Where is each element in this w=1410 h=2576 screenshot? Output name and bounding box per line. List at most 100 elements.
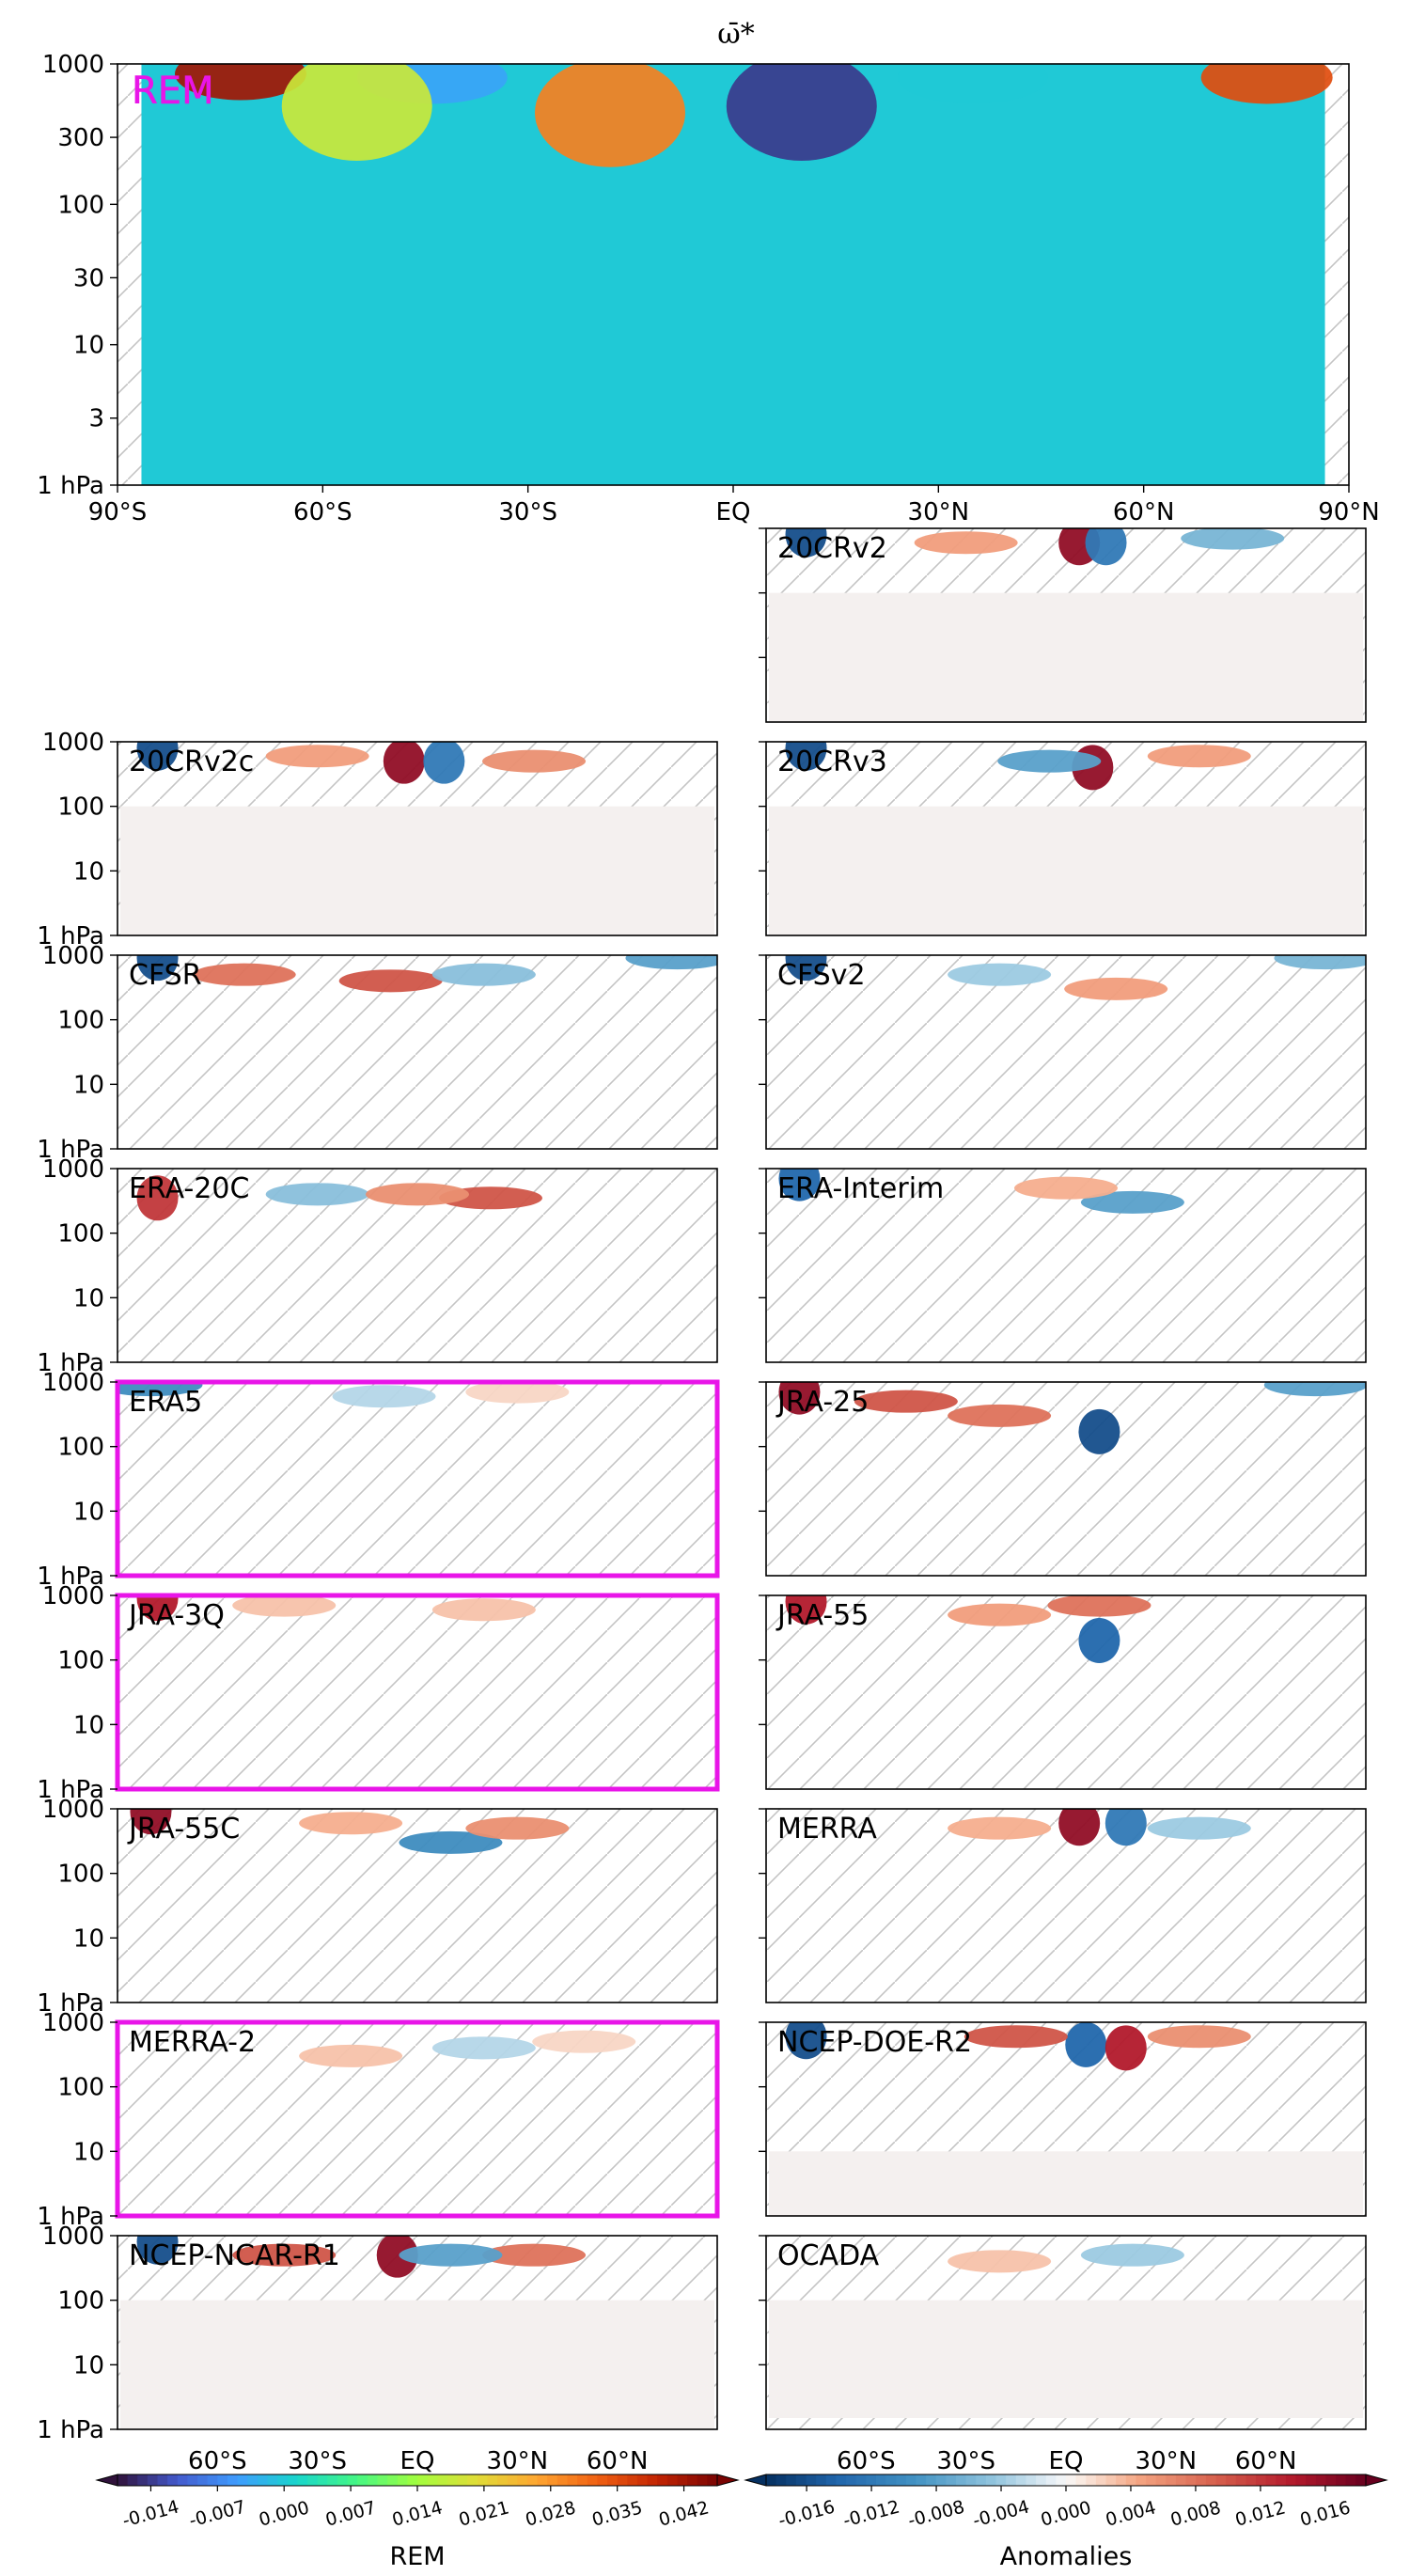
anomaly-feature	[232, 1595, 337, 1617]
anomaly-feature	[136, 742, 179, 771]
y-tick-label: 10	[73, 1924, 104, 1953]
panel-20crv2: 20CRv2	[759, 527, 1367, 723]
hatch-missing	[766, 1382, 1366, 1576]
colorbar-segment	[1105, 2474, 1117, 2486]
y-tick-label: 1000	[42, 1155, 104, 1184]
anomaly-feature	[482, 749, 587, 773]
colorbar-segment	[417, 2474, 429, 2486]
colorbar-segment	[666, 2474, 679, 2486]
colorbar-segment	[556, 2474, 569, 2486]
colorbar-segment	[1175, 2474, 1187, 2486]
anomaly-feature	[1104, 2025, 1147, 2071]
anomaly-feature	[948, 963, 1052, 986]
colorbar-segment	[307, 2474, 319, 2486]
panel-field	[766, 1809, 1366, 2003]
colorbar-segment	[317, 2474, 328, 2486]
colorbar-segment	[1086, 2474, 1097, 2486]
panel-label: CFSv2	[777, 959, 866, 992]
panel-merra: MERRA	[759, 1808, 1367, 2003]
anomaly-feature	[1147, 1816, 1251, 1840]
colorbar-segment	[1116, 2474, 1127, 2486]
figure-title: ω̄*	[717, 18, 754, 51]
panel-20crv2c: 20CRv2c 1 hPa 10 100 1000	[37, 729, 718, 950]
bottom-x-tick-label: EQ	[1049, 2447, 1084, 2475]
anomaly-feature	[265, 745, 369, 768]
colorbar-segment	[587, 2474, 598, 2486]
y-tick-label: 1 hPa	[37, 472, 104, 500]
colorbar-segment	[1066, 2474, 1077, 2486]
colorbar-tick-label: 0.000	[1039, 2497, 1093, 2530]
anomaly-feature	[1181, 528, 1285, 550]
rem-feature	[175, 64, 306, 101]
colorbar-segment	[467, 2474, 478, 2486]
colorbar-tick-label: -0.014	[120, 2496, 181, 2531]
y-tick-label: 100	[57, 2287, 104, 2316]
hatch-missing	[766, 1169, 1366, 1362]
anomaly-feature	[948, 1603, 1052, 1626]
panel-label: OCADA	[777, 2239, 880, 2272]
colorbar-segment	[636, 2474, 649, 2486]
y-tick-label: 1000	[42, 1369, 104, 1397]
panel-frame	[115, 2019, 720, 2219]
colorbar-segment	[397, 2474, 408, 2486]
panel-ocada: OCADA	[759, 2235, 1367, 2430]
colorbar-segment	[197, 2474, 209, 2486]
rem-feature	[726, 64, 877, 161]
x-tick-label: 30°S	[498, 498, 557, 526]
colorbar-segment	[347, 2474, 358, 2486]
y-tick-label: 100	[57, 1647, 104, 1675]
bottom-x-tick-label: 30°S	[936, 2447, 995, 2475]
anomaly-feature	[399, 1830, 503, 1854]
colorbar-segment	[437, 2474, 448, 2486]
y-tick-label: 100	[57, 1220, 104, 1249]
anomaly-feature	[1047, 1595, 1152, 1617]
panel-field	[118, 1382, 717, 1576]
anomaly-feature	[423, 742, 465, 784]
anomaly-feature	[465, 1382, 570, 1404]
y-tick-label: 1000	[42, 942, 104, 970]
colorbar-tick-label: 0.007	[323, 2497, 378, 2530]
colorbar-segment	[935, 2474, 947, 2486]
colorbar-segment	[257, 2474, 269, 2486]
colorbar-segment	[647, 2474, 658, 2486]
colorbar-segment	[985, 2474, 997, 2486]
colorbars-layer: -0.014 -0.007 0.000 0.007 0.014 0.021 0.028 0.0…	[95, 2474, 1388, 2571]
y-tick-label: 1000	[42, 1796, 104, 1824]
colorbar-tick-label: 0.000	[257, 2497, 311, 2530]
panel-frame	[765, 527, 1367, 723]
panel-label: 20CRv2c	[129, 746, 254, 778]
y-tick-label: 1 hPa	[37, 2203, 104, 2231]
y-tick-label: 300	[57, 124, 104, 152]
colorbar-segment	[1166, 2474, 1177, 2486]
colorbar-segment	[866, 2474, 877, 2486]
panel-cfsv2: CFSv2	[759, 954, 1367, 1150]
panel-frame	[765, 1381, 1367, 1577]
x-tick-label: EQ	[716, 498, 751, 526]
colorbar-segment	[1045, 2474, 1057, 2486]
colorbar-segment	[825, 2474, 838, 2486]
panel-era5: ERA5 1 hPa 10 100 1000	[37, 1369, 720, 1591]
colorbar-segment	[517, 2474, 528, 2486]
panel-field	[118, 1595, 717, 1789]
colorbar-tick-label: 0.035	[590, 2497, 645, 2530]
y-tick-label: 1 hPa	[37, 1989, 104, 2018]
colorbar-segment	[327, 2474, 338, 2486]
colorbar-segment	[607, 2474, 619, 2486]
colorbar-segment	[1155, 2474, 1167, 2486]
anomaly-feature	[1058, 1809, 1101, 1846]
anomaly-feature	[778, 1169, 821, 1202]
panel-jra-55c: JRA-55C 1 hPa 10 100 1000	[37, 1796, 718, 2018]
colorbar-segment	[1136, 2474, 1147, 2486]
anomaly-feature	[338, 969, 443, 993]
colorbar-extend-min	[95, 2474, 118, 2487]
bottom-x-tick-label: 60°N	[1235, 2447, 1297, 2475]
colorbar-segment	[227, 2474, 239, 2486]
colorbar-segment	[118, 2474, 129, 2486]
anomaly-feature	[136, 955, 179, 982]
colorbar-segment	[976, 2474, 987, 2486]
panel-era-interim: ERA-Interim	[759, 1168, 1367, 1363]
colorbar-segment	[617, 2474, 628, 2486]
panel-label: CFSR	[129, 959, 202, 992]
panel-frame	[765, 2235, 1367, 2430]
panel-field	[766, 1382, 1366, 1576]
